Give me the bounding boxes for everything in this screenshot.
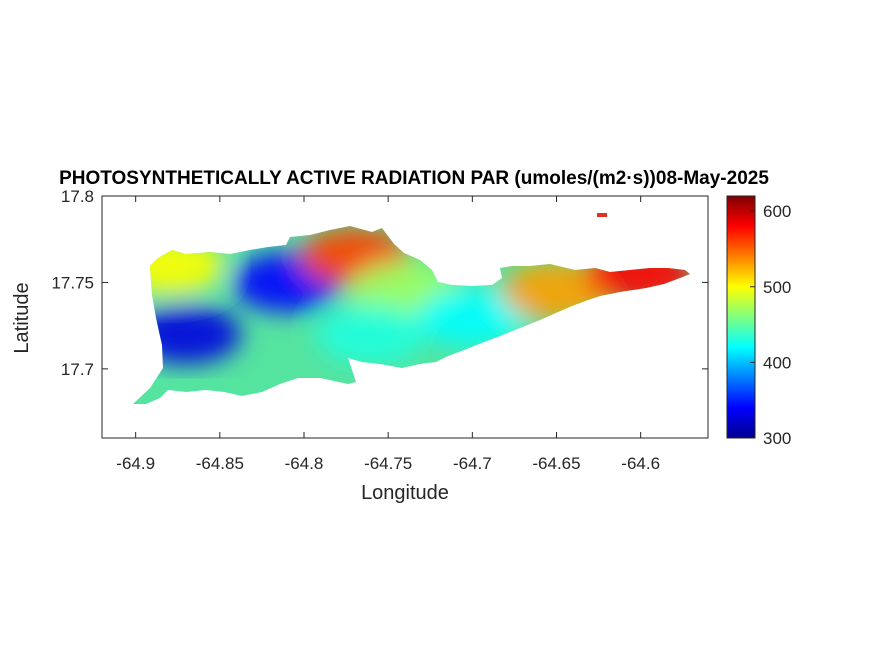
colorbar-tick-label: 500 [763,278,791,297]
x-tick-label: -64.75 [364,454,412,473]
x-tick-label: -64.8 [285,454,324,473]
x-axis-label: Longitude [361,482,449,504]
y-tick-label: 17.75 [51,273,94,292]
x-tick-label: -64.6 [621,454,660,473]
y-axis-label: Latitude [11,282,33,353]
colorbar-tick-label: 300 [763,429,791,448]
x-axis: -64.9 -64.85 -64.8 -64.75 -64.7 -64.65 -64.6 [116,196,660,473]
y-tick-label: 17.8 [61,187,94,206]
colorbar-tick-label: 600 [763,202,791,221]
islet [597,213,607,217]
colorbar-tick-label: 400 [763,353,791,372]
colorbar: 300 400 500 600 [726,195,791,448]
x-tick-label: -64.9 [116,454,155,473]
y-axis: 17.7 17.75 17.8 [51,187,708,379]
y-tick-label: 17.7 [61,360,94,379]
x-tick-label: -64.65 [532,454,580,473]
chart-title: PHOTOSYNTHETICALLY ACTIVE RADIATION PAR … [59,168,769,189]
par-sample [417,287,528,347]
par-sample [316,304,427,365]
x-tick-label: -64.85 [196,454,244,473]
colorbar-gradient [726,195,756,439]
x-tick-label: -64.7 [453,454,492,473]
